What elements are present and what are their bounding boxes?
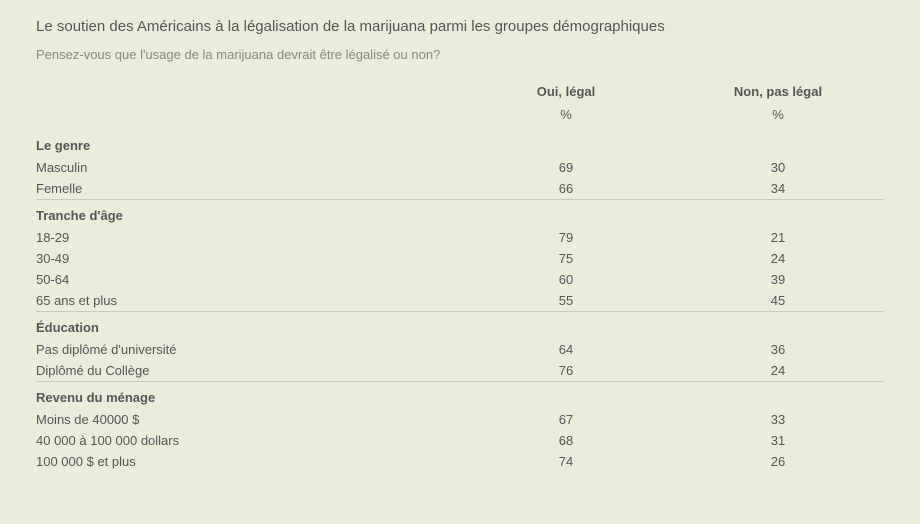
data-table: Oui, légal Non, pas légal % % Le genreMa… (36, 80, 884, 472)
table-row: 40 000 à 100 000 dollars6831 (36, 430, 884, 451)
page-subtitle: Pensez-vous que l'usage de la marijuana … (36, 47, 884, 62)
col-no: Non, pas légal (672, 80, 884, 103)
row-yes-value: 69 (460, 157, 672, 178)
table-row: Masculin6930 (36, 157, 884, 178)
section-header-label: Le genre (36, 130, 884, 157)
row-no-value: 30 (672, 157, 884, 178)
table-row: 100 000 $ et plus7426 (36, 451, 884, 472)
row-no-value: 31 (672, 430, 884, 451)
row-yes-value: 55 (460, 290, 672, 312)
row-yes-value: 76 (460, 360, 672, 382)
table-row: Moins de 40000 $6733 (36, 409, 884, 430)
col-label (36, 80, 460, 103)
section-header: Le genre (36, 130, 884, 157)
table-row: 30-497524 (36, 248, 884, 269)
row-no-value: 21 (672, 227, 884, 248)
page-title: Le soutien des Américains à la légalisat… (36, 18, 884, 35)
row-label: 65 ans et plus (36, 290, 460, 312)
row-label: 30-49 (36, 248, 460, 269)
table-header-row: Oui, légal Non, pas légal (36, 80, 884, 103)
row-no-value: 24 (672, 360, 884, 382)
row-label: Moins de 40000 $ (36, 409, 460, 430)
table-row: Pas diplômé d'université6436 (36, 339, 884, 360)
table-row: 65 ans et plus5545 (36, 290, 884, 312)
row-no-value: 34 (672, 178, 884, 200)
row-yes-value: 66 (460, 178, 672, 200)
row-yes-value: 60 (460, 269, 672, 290)
section-header-label: Éducation (36, 312, 884, 340)
section-header-label: Revenu du ménage (36, 382, 884, 410)
section-header: Éducation (36, 312, 884, 340)
table-row: Femelle6634 (36, 178, 884, 200)
row-label: 40 000 à 100 000 dollars (36, 430, 460, 451)
row-no-value: 36 (672, 339, 884, 360)
row-label: Pas diplômé d'université (36, 339, 460, 360)
table-unit-row: % % (36, 103, 884, 130)
row-label: Diplômé du Collège (36, 360, 460, 382)
col-yes: Oui, légal (460, 80, 672, 103)
section-header-label: Tranche d'âge (36, 200, 884, 228)
row-yes-value: 64 (460, 339, 672, 360)
unit-yes: % (460, 103, 672, 130)
row-label: Masculin (36, 157, 460, 178)
row-yes-value: 79 (460, 227, 672, 248)
row-label: Femelle (36, 178, 460, 200)
row-label: 100 000 $ et plus (36, 451, 460, 472)
row-no-value: 45 (672, 290, 884, 312)
table-row: 50-646039 (36, 269, 884, 290)
row-no-value: 26 (672, 451, 884, 472)
table-row: 18-297921 (36, 227, 884, 248)
unit-no: % (672, 103, 884, 130)
row-label: 50-64 (36, 269, 460, 290)
row-label: 18-29 (36, 227, 460, 248)
table-row: Diplômé du Collège7624 (36, 360, 884, 382)
section-header: Revenu du ménage (36, 382, 884, 410)
row-yes-value: 68 (460, 430, 672, 451)
row-yes-value: 75 (460, 248, 672, 269)
row-yes-value: 67 (460, 409, 672, 430)
row-yes-value: 74 (460, 451, 672, 472)
section-header: Tranche d'âge (36, 200, 884, 228)
row-no-value: 33 (672, 409, 884, 430)
row-no-value: 24 (672, 248, 884, 269)
row-no-value: 39 (672, 269, 884, 290)
